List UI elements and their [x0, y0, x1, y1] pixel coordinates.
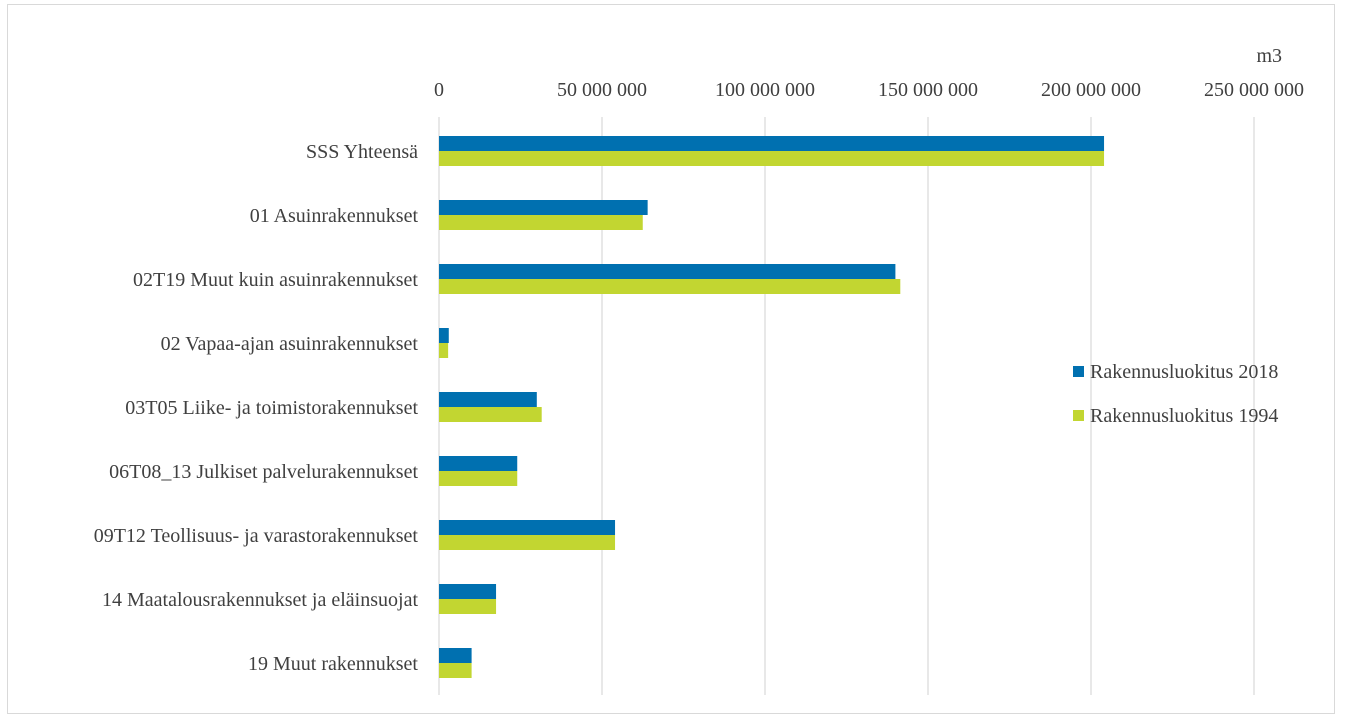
bars — [439, 136, 1105, 678]
bar-series1 — [439, 392, 537, 407]
bar-series1 — [439, 648, 472, 663]
legend-label: Rakennusluokitus 1994 — [1090, 405, 1278, 427]
unit-label: m3 — [1256, 45, 1282, 67]
legend-label: Rakennusluokitus 2018 — [1090, 361, 1278, 383]
category-label: 02 Vapaa-ajan asuinrakennukset — [161, 333, 419, 355]
bar-series1 — [439, 136, 1105, 151]
category-label: SSS Yhteensä — [306, 141, 418, 163]
category-label: 14 Maatalousrakennukset ja eläinsuojat — [102, 589, 418, 611]
bar-series2 — [439, 535, 616, 550]
bar-chart: 0 50 000 000 100 000 000 150 000 000 200 000… — [94, 45, 1304, 695]
bar-series2 — [439, 663, 472, 678]
category-label: 02T19 Muut kuin asuinrakennukset — [133, 269, 418, 291]
x-tick-label: 100 000 000 — [715, 79, 815, 101]
x-tick-label: 0 — [434, 79, 444, 101]
bar-series1 — [439, 264, 896, 279]
bar-series2 — [439, 215, 643, 230]
bar-series1 — [439, 456, 518, 471]
bar-series1 — [439, 328, 449, 343]
category-label: 09T12 Teollisuus- ja varastorakennukset — [94, 525, 419, 547]
chart-frame: 0 50 000 000 100 000 000 150 000 000 200 000… — [7, 4, 1335, 714]
category-label: 03T05 Liike- ja toimistorakennukset — [125, 397, 418, 419]
bar-series2 — [439, 151, 1105, 166]
bar-series2 — [439, 279, 901, 294]
x-tick-label: 250 000 000 — [1204, 79, 1304, 101]
x-axis-ticks: 0 50 000 000 100 000 000 150 000 000 200 000… — [434, 79, 1304, 101]
bar-series2 — [439, 407, 542, 422]
x-tick-label: 200 000 000 — [1041, 79, 1141, 101]
category-label: 19 Muut rakennukset — [248, 653, 418, 675]
legend: Rakennusluokitus 2018 Rakennusluokitus 19… — [1073, 361, 1278, 427]
legend-swatch — [1073, 410, 1084, 421]
legend-swatch — [1073, 366, 1084, 377]
bar-series1 — [439, 200, 648, 215]
bar-series2 — [439, 599, 497, 614]
x-tick-label: 50 000 000 — [557, 79, 647, 101]
bar-series1 — [439, 584, 497, 599]
category-label: 06T08_13 Julkiset palvelurakennukset — [109, 461, 418, 483]
bar-series1 — [439, 520, 616, 535]
bar-series2 — [439, 343, 449, 358]
category-labels: SSS Yhteensä 01 Asuinrakennukset 02T19 Muu… — [94, 141, 419, 675]
bar-series2 — [439, 471, 518, 486]
x-tick-label: 150 000 000 — [878, 79, 978, 101]
category-label: 01 Asuinrakennukset — [250, 205, 419, 227]
